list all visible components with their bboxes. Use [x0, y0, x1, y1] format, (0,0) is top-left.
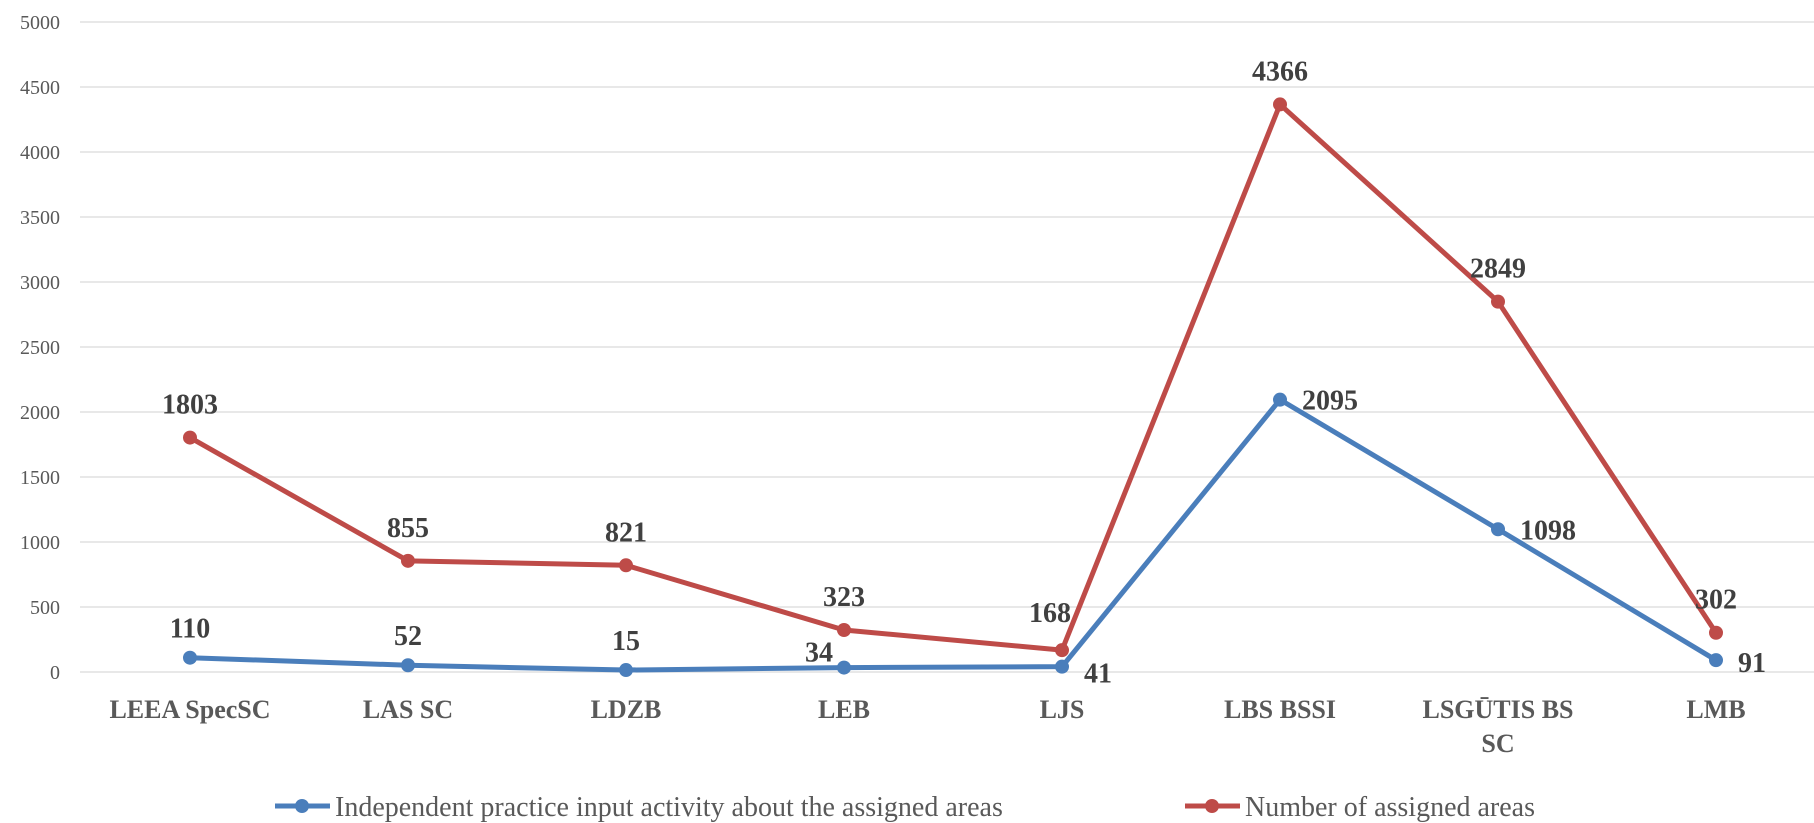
- x-tick-label: LMB: [1686, 695, 1745, 724]
- x-tick-label: LJS: [1040, 695, 1085, 724]
- data-label: 91: [1738, 648, 1766, 679]
- legend-marker: [295, 799, 309, 813]
- data-point: [1055, 659, 1069, 674]
- data-point: [1491, 294, 1505, 309]
- data-label: 52: [394, 621, 422, 652]
- data-label: 4366: [1252, 56, 1308, 87]
- data-label: 855: [387, 513, 429, 544]
- y-tick-label: 0: [50, 662, 60, 684]
- data-label: 302: [1695, 585, 1737, 616]
- y-tick-label: 2500: [20, 337, 60, 359]
- x-tick-label: LDZB: [591, 695, 662, 724]
- x-tick-label-line: LAS SC: [363, 695, 453, 724]
- gridlines: [80, 21, 1814, 673]
- data-point: [1709, 625, 1723, 640]
- y-tick-label: 1000: [20, 532, 60, 554]
- data-labels: 110 52 15 34 41 2095 1098 91 1803 855 821 323 168 436…: [162, 56, 1766, 689]
- x-tick-label-line: LDZB: [591, 695, 662, 724]
- data-point: [619, 558, 633, 573]
- y-axis-tick-labels: 0 500 1000 1500 2000 2500 3000 3500 4000 4500 5000: [20, 12, 60, 684]
- data-point: [1273, 392, 1287, 407]
- data-point: [1055, 643, 1069, 658]
- data-point: [401, 658, 415, 673]
- data-point: [1273, 97, 1287, 112]
- series-line-0: [187, 397, 1719, 673]
- x-tick-label: LSGŪTIS BS SC: [1422, 695, 1573, 758]
- data-point: [837, 660, 851, 675]
- x-tick-label-line: LSGŪTIS BS: [1422, 695, 1573, 724]
- y-tick-label: 5000: [20, 12, 60, 34]
- data-point: [619, 663, 633, 678]
- data-label: 1098: [1520, 515, 1576, 546]
- x-tick-label-line: LMB: [1686, 695, 1745, 724]
- series-lines: [183, 97, 1723, 678]
- data-point: [1709, 653, 1723, 668]
- data-label: 168: [1029, 598, 1071, 629]
- y-tick-label: 2000: [20, 402, 60, 424]
- x-tick-label-line: LBS BSSI: [1224, 695, 1336, 724]
- x-tick-label-line: LEB: [818, 695, 870, 724]
- y-tick-label: 3000: [20, 272, 60, 294]
- y-tick-label: 4500: [20, 77, 60, 99]
- data-point: [401, 553, 415, 568]
- y-tick-label: 500: [30, 597, 60, 619]
- legend-marker: [1205, 799, 1219, 813]
- y-tick-label: 4000: [20, 142, 60, 164]
- data-label: 2849: [1470, 254, 1526, 285]
- data-label: 15: [612, 626, 640, 657]
- data-label: 2095: [1302, 386, 1358, 417]
- data-point: [837, 623, 851, 638]
- data-point: [183, 650, 197, 665]
- data-point: [1491, 522, 1505, 537]
- data-label: 110: [170, 614, 210, 645]
- x-axis-tick-labels: LEEA SpecSC LAS SC LDZB LEB LJS LBS BSSI LSGŪT…: [109, 695, 1745, 758]
- x-tick-label: LEEA SpecSC: [109, 695, 270, 724]
- x-tick-label-line: LJS: [1040, 695, 1085, 724]
- legend-label: Number of assigned areas: [1245, 792, 1535, 823]
- x-tick-label: LEB: [818, 695, 870, 724]
- y-tick-label: 3500: [20, 207, 60, 229]
- legend: Independent practice input activity abou…: [275, 792, 1535, 823]
- x-tick-label: LAS SC: [363, 695, 453, 724]
- x-tick-label-line: SC: [1481, 729, 1514, 758]
- data-label: 41: [1084, 659, 1112, 690]
- series-line-1: [187, 101, 1719, 653]
- y-tick-label: 1500: [20, 467, 60, 489]
- data-label: 821: [605, 517, 647, 548]
- legend-label: Independent practice input activity abou…: [335, 792, 1003, 823]
- data-label: 34: [805, 638, 833, 669]
- x-tick-label: LBS BSSI: [1224, 695, 1336, 724]
- data-point: [183, 430, 197, 445]
- data-label: 323: [823, 582, 865, 613]
- x-tick-label-line: LEEA SpecSC: [109, 695, 270, 724]
- data-label: 1803: [162, 390, 218, 421]
